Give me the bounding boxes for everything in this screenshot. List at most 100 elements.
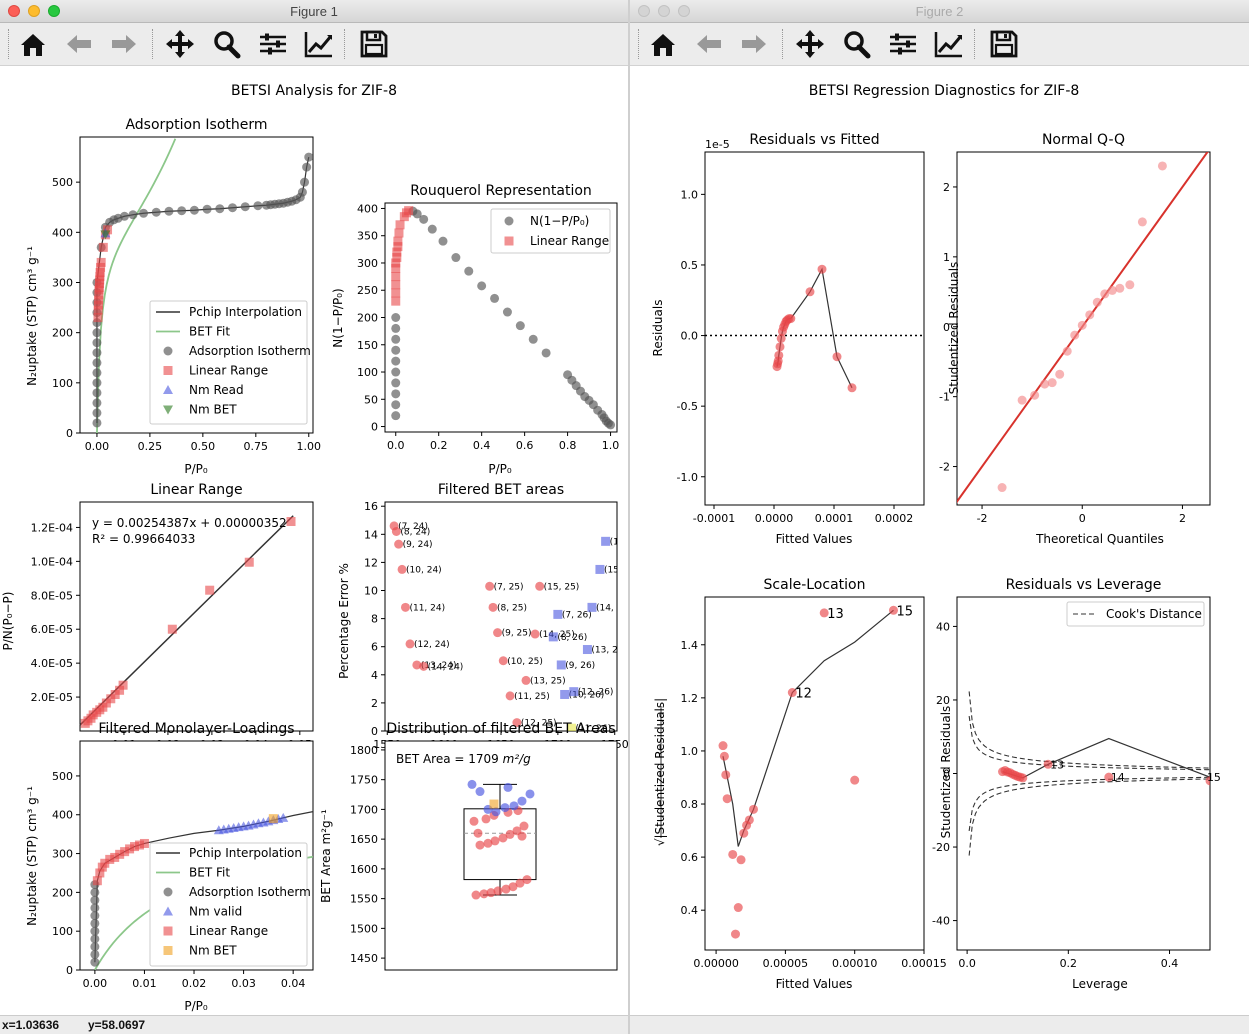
point-label: (11, 24) <box>409 603 445 613</box>
offset-label: 1e-5 <box>705 138 730 151</box>
linear-range-point <box>139 838 149 848</box>
x-axis-label: P/P₀ <box>184 462 208 476</box>
x-tick-label: 0.0 <box>387 439 405 452</box>
isotherm-point <box>189 205 199 215</box>
forward-button[interactable] <box>106 27 142 61</box>
plot-frame <box>956 596 1211 951</box>
x-tick-label: 1.0 <box>602 439 620 452</box>
configure-subplots-icon <box>890 33 916 55</box>
figure-1-canvas: BETSI Analysis for ZIF-8 Adsorption Isoth… <box>1 83 628 1013</box>
filtered-blue-point <box>595 564 605 574</box>
y-tick-label: 0 <box>66 427 73 440</box>
distribution-red-point <box>519 821 529 831</box>
fit-equation: y = 0.00254387x + 0.00000352 <box>92 516 287 530</box>
linear-range-point <box>93 313 103 323</box>
scale-location-point <box>718 741 728 751</box>
rouquerol-linear-point <box>391 296 401 306</box>
filtered-red-point <box>512 718 522 728</box>
zoom-button[interactable] <box>839 27 875 61</box>
nm-valid-marker <box>278 812 289 822</box>
close-window-button[interactable] <box>638 5 650 17</box>
isotherm-point <box>164 206 174 216</box>
y-tick-label: 10 <box>364 585 378 598</box>
filtered-blue-point <box>556 660 566 670</box>
figure-1-suptitle: BETSI Analysis for ZIF-8 <box>231 83 397 99</box>
y-tick-label: 500 <box>52 770 73 783</box>
distribution-blue-point <box>491 807 501 817</box>
y-tick-label: -20 <box>932 841 950 854</box>
home-button[interactable] <box>15 27 51 61</box>
iso-legend: Pchip Interpolation BET Fit Adsorption Iso… <box>149 300 311 425</box>
isotherm-point <box>202 204 212 214</box>
leverage-point <box>1205 776 1210 786</box>
configure-subplots-button[interactable] <box>255 27 291 61</box>
subplot-title: Linear Range <box>150 482 242 498</box>
back-button[interactable] <box>61 27 97 61</box>
x-tick-label: 0.25 <box>138 440 163 453</box>
point-label: (14, 26) <box>596 603 628 613</box>
forward-button[interactable] <box>736 27 772 61</box>
lev-axes: Residuals vs Leverage 0.0 0.2 0.4 -40 -20 0 20 4… <box>932 577 1221 991</box>
close-window-button[interactable] <box>8 5 20 17</box>
x-tick-label: 0.0002 <box>875 512 914 525</box>
x-tick-label: 0.2 <box>1060 957 1078 970</box>
point-label: (16, 26) <box>610 537 628 547</box>
qq-plot-area <box>957 152 1209 504</box>
rouquerol-point <box>427 224 437 234</box>
configure-subplots-button[interactable] <box>885 27 921 61</box>
figure-1-titlebar: Figure 1 <box>0 0 628 23</box>
distribution-red-point <box>505 829 515 839</box>
zoom-window-button[interactable] <box>48 5 60 17</box>
subplot-title: Residuals vs Leverage <box>1006 577 1162 593</box>
pan-icon <box>166 30 194 58</box>
isotherm-point <box>90 887 100 897</box>
y-tick-label: 1450 <box>350 952 378 965</box>
isotherm-point <box>92 378 102 388</box>
y-tick-label: 400 <box>52 226 73 239</box>
zoom-button[interactable] <box>209 27 245 61</box>
save-button[interactable] <box>356 27 392 61</box>
point-label: (7, 25) <box>494 582 524 592</box>
rouquerol-point <box>451 253 461 263</box>
y-tick-label: 0.4 <box>681 904 699 917</box>
distribution-red-point <box>473 828 483 838</box>
iqr-box <box>463 808 537 881</box>
point-label: (15, 26) <box>604 565 628 575</box>
cooks-distance-line <box>968 715 1210 771</box>
linear-range-point <box>94 290 104 300</box>
pan-button[interactable] <box>162 27 198 61</box>
y-tick-label: 2 <box>371 697 378 710</box>
legend-swatch-nm-bet <box>163 946 173 955</box>
edit-axis-button[interactable] <box>301 27 337 61</box>
x-tick-label: 0.03 <box>231 977 256 990</box>
linear-range-point <box>125 844 135 854</box>
legend-frame <box>1066 601 1205 627</box>
filtered-yellow-point <box>567 723 577 731</box>
cooks-distance-line <box>968 691 1210 769</box>
point-label: (9, 25) <box>502 629 532 639</box>
toolbar-separator <box>8 29 9 59</box>
y-tick-label: 0 <box>371 725 378 738</box>
distribution-blue-point <box>500 803 510 813</box>
filtered-red-point <box>400 602 410 612</box>
minimize-window-button[interactable] <box>28 5 40 17</box>
home-button[interactable] <box>645 27 681 61</box>
back-icon <box>67 35 91 53</box>
filtered-red-point <box>394 539 404 549</box>
y-tick-label: 1.4 <box>681 639 699 652</box>
save-button[interactable] <box>986 27 1022 61</box>
qq-point <box>1040 379 1050 389</box>
y-axis-label: Studentized Residuals <box>939 706 953 839</box>
pan-button[interactable] <box>792 27 828 61</box>
distribution-red-point <box>475 840 485 850</box>
toolbar-separator <box>782 29 783 59</box>
bet-area-annotation: BET Area = 1709 m²/g <box>396 752 531 766</box>
minimize-window-button[interactable] <box>658 5 670 17</box>
back-button[interactable] <box>691 27 727 61</box>
zoom-window-button[interactable] <box>678 5 690 17</box>
filtered-red-point <box>530 629 540 639</box>
point-label: (11, 26) <box>576 724 612 734</box>
distribution-red-point <box>481 814 491 824</box>
y-tick-label: 200 <box>52 327 73 340</box>
edit-axis-button[interactable] <box>931 27 967 61</box>
